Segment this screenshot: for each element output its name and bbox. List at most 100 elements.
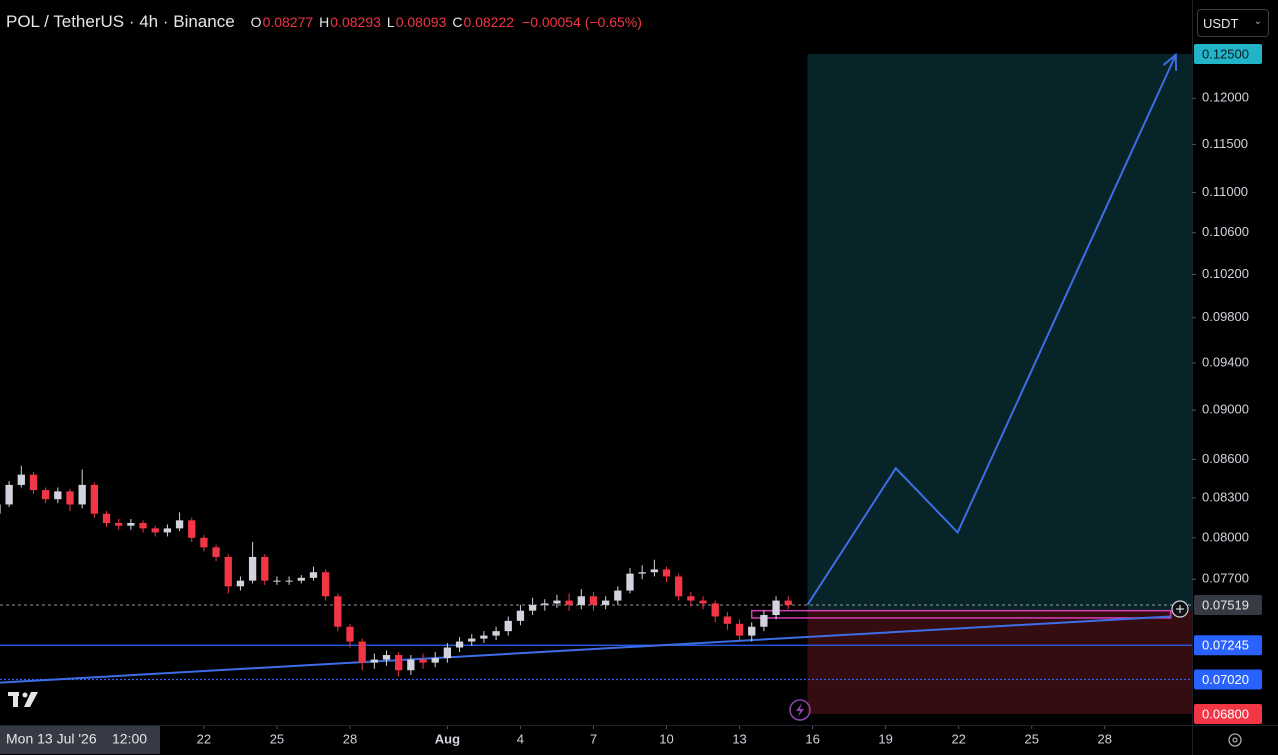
- candle-body: [528, 604, 537, 611]
- price-marker-label: 0.07245: [1202, 638, 1249, 653]
- candle-body: [0, 504, 1, 514]
- candle-body: [17, 474, 25, 485]
- dropdown-caret: ⌄: [1253, 16, 1262, 27]
- low-label: L: [386, 14, 395, 30]
- change-value: −0.00054 (−0.65%): [522, 14, 642, 30]
- x-tick-label: 19: [878, 731, 892, 746]
- projection-path: [806, 54, 1177, 606]
- candle-body: [455, 641, 464, 648]
- candle-body: [224, 556, 232, 587]
- x-tick-label: 22: [197, 731, 211, 746]
- y-tick-label: 0.09000: [1202, 402, 1249, 417]
- price-marker-label: 0.07020: [1202, 672, 1249, 687]
- candle-body: [699, 600, 707, 604]
- candle-body: [492, 631, 500, 636]
- candle-body: [748, 626, 756, 636]
- crosshair-label-bg: [0, 726, 160, 754]
- x-tick-label: 10: [659, 731, 673, 746]
- candle-body: [163, 528, 172, 533]
- price-marker: [1194, 44, 1262, 64]
- axes: 0.12000 0.11500 0.11000 0.10600 0.10200 0.098…: [197, 44, 1262, 746]
- x-tick-label: Aug: [435, 731, 460, 746]
- candle-body: [601, 600, 610, 605]
- x-tick-label: 16: [805, 731, 819, 746]
- y-tick-label: 0.09400: [1202, 354, 1249, 369]
- candle-body: [468, 638, 476, 642]
- logo: [8, 692, 38, 707]
- currency-dropdown[interactable]: USDT ⌄: [1197, 9, 1269, 37]
- candle-body: [480, 635, 488, 639]
- crosshair-date: Mon 13 Jul '26: [6, 731, 97, 747]
- zone-box: [750, 609, 1172, 619]
- x-tick-label: 4: [517, 731, 524, 746]
- price-marker: [1194, 635, 1262, 656]
- candle-body: [248, 556, 257, 581]
- y-tick-label: 0.09800: [1202, 309, 1249, 324]
- candle-body: [273, 580, 281, 582]
- low-value: 0.08093: [395, 14, 447, 30]
- plot-area: [0, 52, 1192, 714]
- candle-body: [5, 484, 13, 505]
- candle-body: [175, 520, 184, 529]
- candle-body: [395, 655, 403, 671]
- candle-body: [735, 623, 744, 636]
- price-marker: [1194, 669, 1262, 690]
- candle-body: [309, 572, 318, 578]
- y-tick-label: 0.07700: [1202, 571, 1249, 586]
- candle-body: [431, 658, 439, 663]
- price-marker-label: 0.07519: [1202, 597, 1249, 612]
- symbol-header: POL / TetherUS · 4h · Binance O 0.08277 H…: [6, 12, 642, 32]
- candle-body: [261, 556, 269, 581]
- candle-body: [723, 616, 732, 624]
- candle-body: [139, 523, 147, 529]
- candle-body: [589, 596, 598, 605]
- currency: USDT: [1203, 15, 1239, 31]
- candle-body: [66, 491, 74, 505]
- candle-body: [321, 572, 330, 597]
- candle-body: [102, 513, 111, 524]
- high-label: H: [319, 14, 330, 30]
- candle-body: [516, 610, 525, 621]
- symbol-title[interactable]: POL / TetherUS · 4h · Binance: [6, 12, 235, 31]
- candle-body: [662, 569, 671, 577]
- candle-body: [346, 626, 354, 642]
- price-marker: [1194, 704, 1262, 724]
- candle-body: [553, 600, 561, 604]
- y-tick-label: 0.08000: [1202, 529, 1249, 544]
- candle-body: [382, 655, 391, 660]
- x-tick-label: 25: [270, 731, 284, 746]
- candle-body: [675, 576, 683, 597]
- candle-body: [127, 523, 135, 526]
- lightning-icon[interactable]: [789, 699, 811, 721]
- candle-body: [565, 600, 573, 605]
- candle-body: [200, 537, 208, 548]
- candle-body: [358, 641, 366, 663]
- candle-body: [784, 600, 792, 606]
- close-label: C: [452, 14, 463, 30]
- y-tick-label: 0.08600: [1202, 451, 1249, 466]
- candle-body: [297, 577, 305, 581]
- candle-body: [212, 547, 220, 557]
- add-alert-button[interactable]: [1171, 600, 1189, 618]
- y-tick-label: 0.12000: [1202, 90, 1249, 105]
- candle-body: [772, 600, 780, 616]
- candle-body: [504, 620, 512, 632]
- x-tick-label: 25: [1024, 731, 1038, 746]
- y-tick-label: 0.11000: [1202, 184, 1248, 199]
- candle-body: [78, 484, 86, 505]
- candle-body: [29, 474, 38, 491]
- settings-button[interactable]: [1228, 733, 1242, 747]
- x-tick-label: 28: [343, 731, 357, 746]
- candle-body: [419, 659, 427, 663]
- price-marker-label: 0.06800: [1202, 706, 1249, 721]
- candle-body: [54, 491, 62, 500]
- close-value: 0.08222: [463, 14, 515, 30]
- position-target-zone: [807, 54, 1192, 611]
- price-marker: [1194, 595, 1262, 616]
- trend-line: [0, 615, 1171, 684]
- y-tick-label: 0.08300: [1202, 489, 1249, 504]
- candle-body: [614, 590, 622, 601]
- crosshair-label: Mon 13 Jul '26 12:00: [0, 726, 160, 754]
